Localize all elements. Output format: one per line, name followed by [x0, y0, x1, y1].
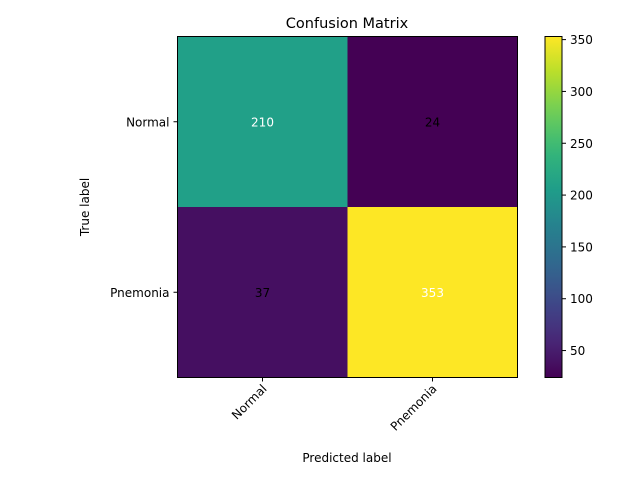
x-tick-label: Pnemonia: [388, 382, 440, 434]
colorbar-tick-label: 250: [570, 137, 593, 151]
heatmap-cell: [347, 207, 518, 378]
colorbar-tick-label: 350: [570, 33, 593, 47]
colorbar-tick-label: 300: [570, 85, 593, 99]
colorbar-tick-label: 200: [570, 189, 593, 203]
y-axis-label: True label: [78, 178, 92, 237]
x-tick-label: Normal: [229, 382, 270, 423]
cell-value-label: 210: [251, 115, 274, 129]
y-tick-label: Pnemonia: [110, 286, 169, 300]
y-tick-label: Normal: [126, 115, 169, 129]
cell-value-label: 353: [421, 286, 444, 300]
colorbar-tick-label: 50: [570, 344, 585, 358]
cell-value-label: 24: [425, 115, 440, 129]
x-axis-label: Predicted label: [302, 451, 391, 465]
chart-title: Confusion Matrix: [286, 16, 409, 32]
colorbar: [545, 36, 562, 378]
cell-value-label: 37: [255, 286, 270, 300]
colorbar-tick-label: 150: [570, 240, 593, 254]
heatmap-cell: [177, 207, 348, 378]
plot-frame: [177, 36, 518, 378]
colorbar-tick-label: 100: [570, 292, 593, 306]
heatmap-cell: [347, 36, 518, 208]
colorbar-frame: [544, 36, 563, 378]
heatmap-cell: [177, 36, 348, 208]
